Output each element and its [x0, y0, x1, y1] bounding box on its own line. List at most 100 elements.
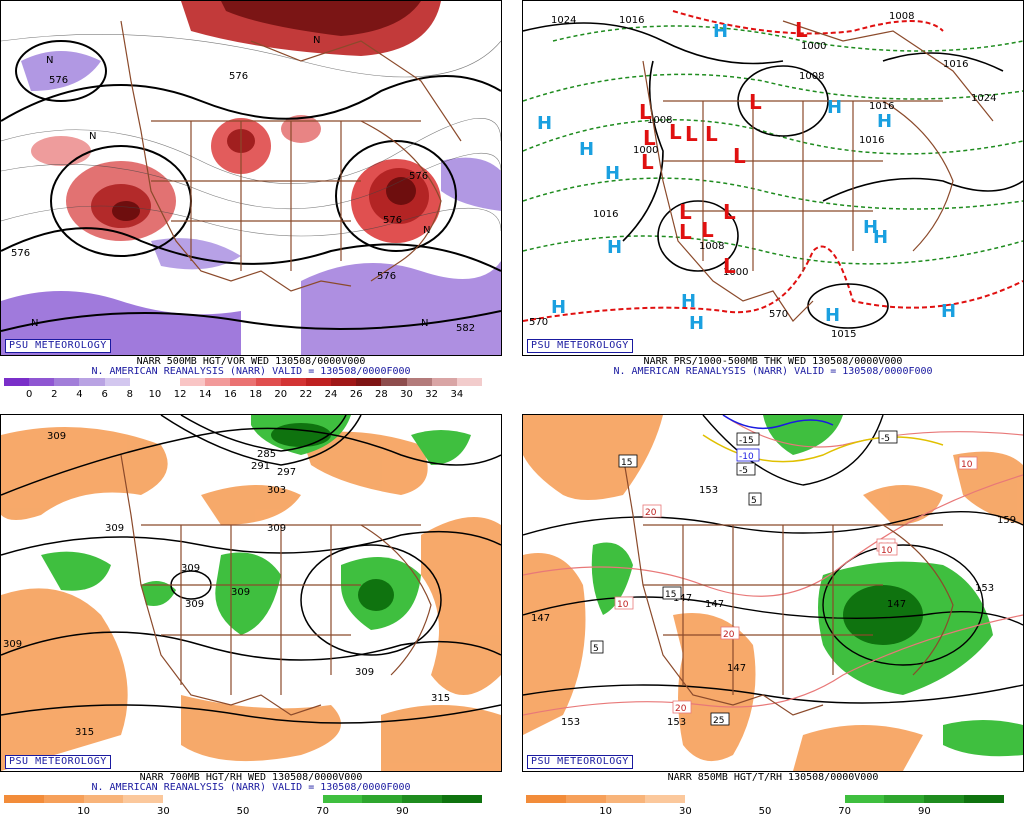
t850-map-graphic: 153 147 147 153 147 147 159 153 147 153 …	[523, 415, 1023, 771]
temp-box: 5	[748, 492, 762, 506]
panel-title: NARR 700MB HGT/RH WED 130508/0000V000	[139, 772, 363, 783]
low-pressure-marker: L	[701, 218, 714, 242]
height-label: 147	[727, 663, 746, 674]
high-pressure-marker: H	[579, 139, 594, 160]
height-label: 153	[699, 485, 718, 496]
temp-box-label: 15	[621, 458, 632, 468]
colorbar-swatch	[154, 378, 181, 386]
colorbar-tick-label: 70	[838, 806, 852, 817]
colorbar-swatch	[123, 795, 164, 803]
colorbar-swatch	[305, 378, 332, 386]
temp-box-label: 20	[675, 704, 687, 714]
colorbar-tick-label: 90	[917, 806, 931, 817]
high-pressure-marker: H	[713, 21, 728, 42]
low-pressure-marker: L	[685, 122, 698, 146]
height-label: 297	[277, 467, 296, 478]
map-500mb-vorticity: 576 576 576 576 576 N N N N N N 576 582 …	[0, 0, 502, 356]
colorbar-swatch	[54, 378, 80, 386]
contour-label: 576	[229, 71, 248, 82]
height-label: 285	[257, 449, 276, 460]
colorbar-swatch	[79, 378, 105, 386]
isobar-label: 1016	[869, 101, 894, 112]
temp-box-label: 10	[881, 546, 893, 556]
height-label: 309	[47, 431, 66, 442]
colorbar-swatch	[605, 795, 646, 803]
vorticity-colorbar-ticks: 0 2 4 6 8 10 12 14 16 18 20 22 24 26 28 30 32 34	[4, 389, 482, 401]
temp-box-label: -15	[739, 436, 754, 446]
temp-box: -5	[878, 430, 898, 444]
colorbar-tick-label: 24	[324, 389, 338, 400]
psu-meteorology-badge: PSU METEOROLOGY	[5, 755, 111, 769]
contour-label: 576	[49, 75, 68, 86]
colorbar-swatch	[83, 795, 124, 803]
temp-box: 10	[614, 596, 634, 610]
colorbar-swatch	[844, 795, 885, 803]
colorbar-tick-label: 16	[224, 389, 237, 400]
colorbar-tick-label: 30	[400, 389, 413, 400]
high-pressure-marker: H	[873, 227, 888, 248]
psu-meteorology-badge: PSU METEOROLOGY	[527, 339, 633, 353]
vorticity-extreme-label: N	[421, 318, 428, 329]
thickness-label: 570	[529, 317, 548, 328]
temp-box-label: 5	[593, 644, 599, 654]
temp-box-label: 10	[617, 600, 629, 610]
colorbar-swatch	[242, 795, 283, 803]
high-pressure-marker: H	[551, 297, 566, 318]
height-label: 315	[75, 727, 94, 738]
height-label: 147	[705, 599, 724, 610]
colorbar-tick-label: 90	[395, 806, 409, 817]
low-pressure-marker: L	[733, 144, 746, 168]
isobar-label: 1000	[633, 145, 658, 156]
colorbar-tick-label: 32	[425, 389, 439, 400]
contour-label: 576	[11, 248, 30, 259]
colorbar-swatch	[356, 378, 382, 386]
temp-box: 25	[710, 712, 730, 726]
low-pressure-marker: L	[723, 254, 736, 278]
colorbar-swatch	[645, 795, 686, 803]
colorbar-swatch	[565, 795, 606, 803]
panel-title: NARR PRS/1000-500MB THK WED 130508/0000V…	[643, 356, 903, 367]
colorbar-tick-label: 10	[77, 806, 91, 817]
colorbar-swatch	[203, 795, 243, 803]
colorbar-swatch	[964, 795, 1004, 803]
colorbar-swatch	[163, 795, 204, 803]
height-label: 147	[531, 613, 550, 624]
high-pressure-marker: H	[863, 217, 878, 238]
rh-colorbar-ticks: 10 30 50 70 90	[526, 806, 1004, 818]
height-label: 309	[185, 599, 204, 610]
isobar-label: 1024	[551, 15, 576, 26]
height-label: 309	[267, 523, 286, 534]
colorbar-tick-label: 20	[274, 389, 288, 400]
colorbar-swatch	[381, 378, 407, 386]
thickness-map-graphic: 1024 1016 1024 1016 1016 1008 1000 1008 …	[523, 1, 1023, 355]
vorticity-extreme-label: N	[89, 131, 96, 142]
low-pressure-marker: L	[679, 220, 692, 244]
temp-box: 15	[618, 454, 638, 468]
colorbar-swatch	[804, 795, 845, 803]
low-pressure-marker: L	[679, 200, 692, 224]
high-pressure-marker: H	[877, 111, 892, 132]
low-pressure-marker: L	[643, 126, 656, 150]
rh-colorbar	[4, 795, 482, 803]
high-pressure-marker: H	[827, 97, 842, 118]
height-label: 147	[887, 599, 906, 610]
temp-box-label: 25	[713, 716, 724, 726]
vorticity-extreme-label: N	[313, 35, 320, 46]
temp-box: 10	[878, 542, 898, 556]
vorticity-extreme-label: N	[31, 318, 38, 329]
colorbar-tick-label: 12	[173, 389, 187, 400]
contour-label: 582	[456, 323, 475, 334]
high-pressure-marker: H	[607, 237, 622, 258]
colorbar-swatch	[685, 795, 726, 803]
temp-box-label: 20	[723, 630, 735, 640]
temp-box: -10	[736, 448, 760, 462]
temp-box: 5	[590, 640, 604, 654]
colorbar-swatch	[43, 795, 84, 803]
colorbar-swatch	[362, 795, 403, 803]
colorbar-swatch	[331, 378, 357, 386]
height-label: 153	[975, 583, 994, 594]
colorbar-swatch	[255, 378, 281, 386]
colorbar-tick-label: 14	[198, 389, 212, 400]
panel-title: NARR 850MB HGT/T/RH 130508/0000V000	[667, 772, 879, 783]
colorbar-swatch	[431, 378, 457, 386]
